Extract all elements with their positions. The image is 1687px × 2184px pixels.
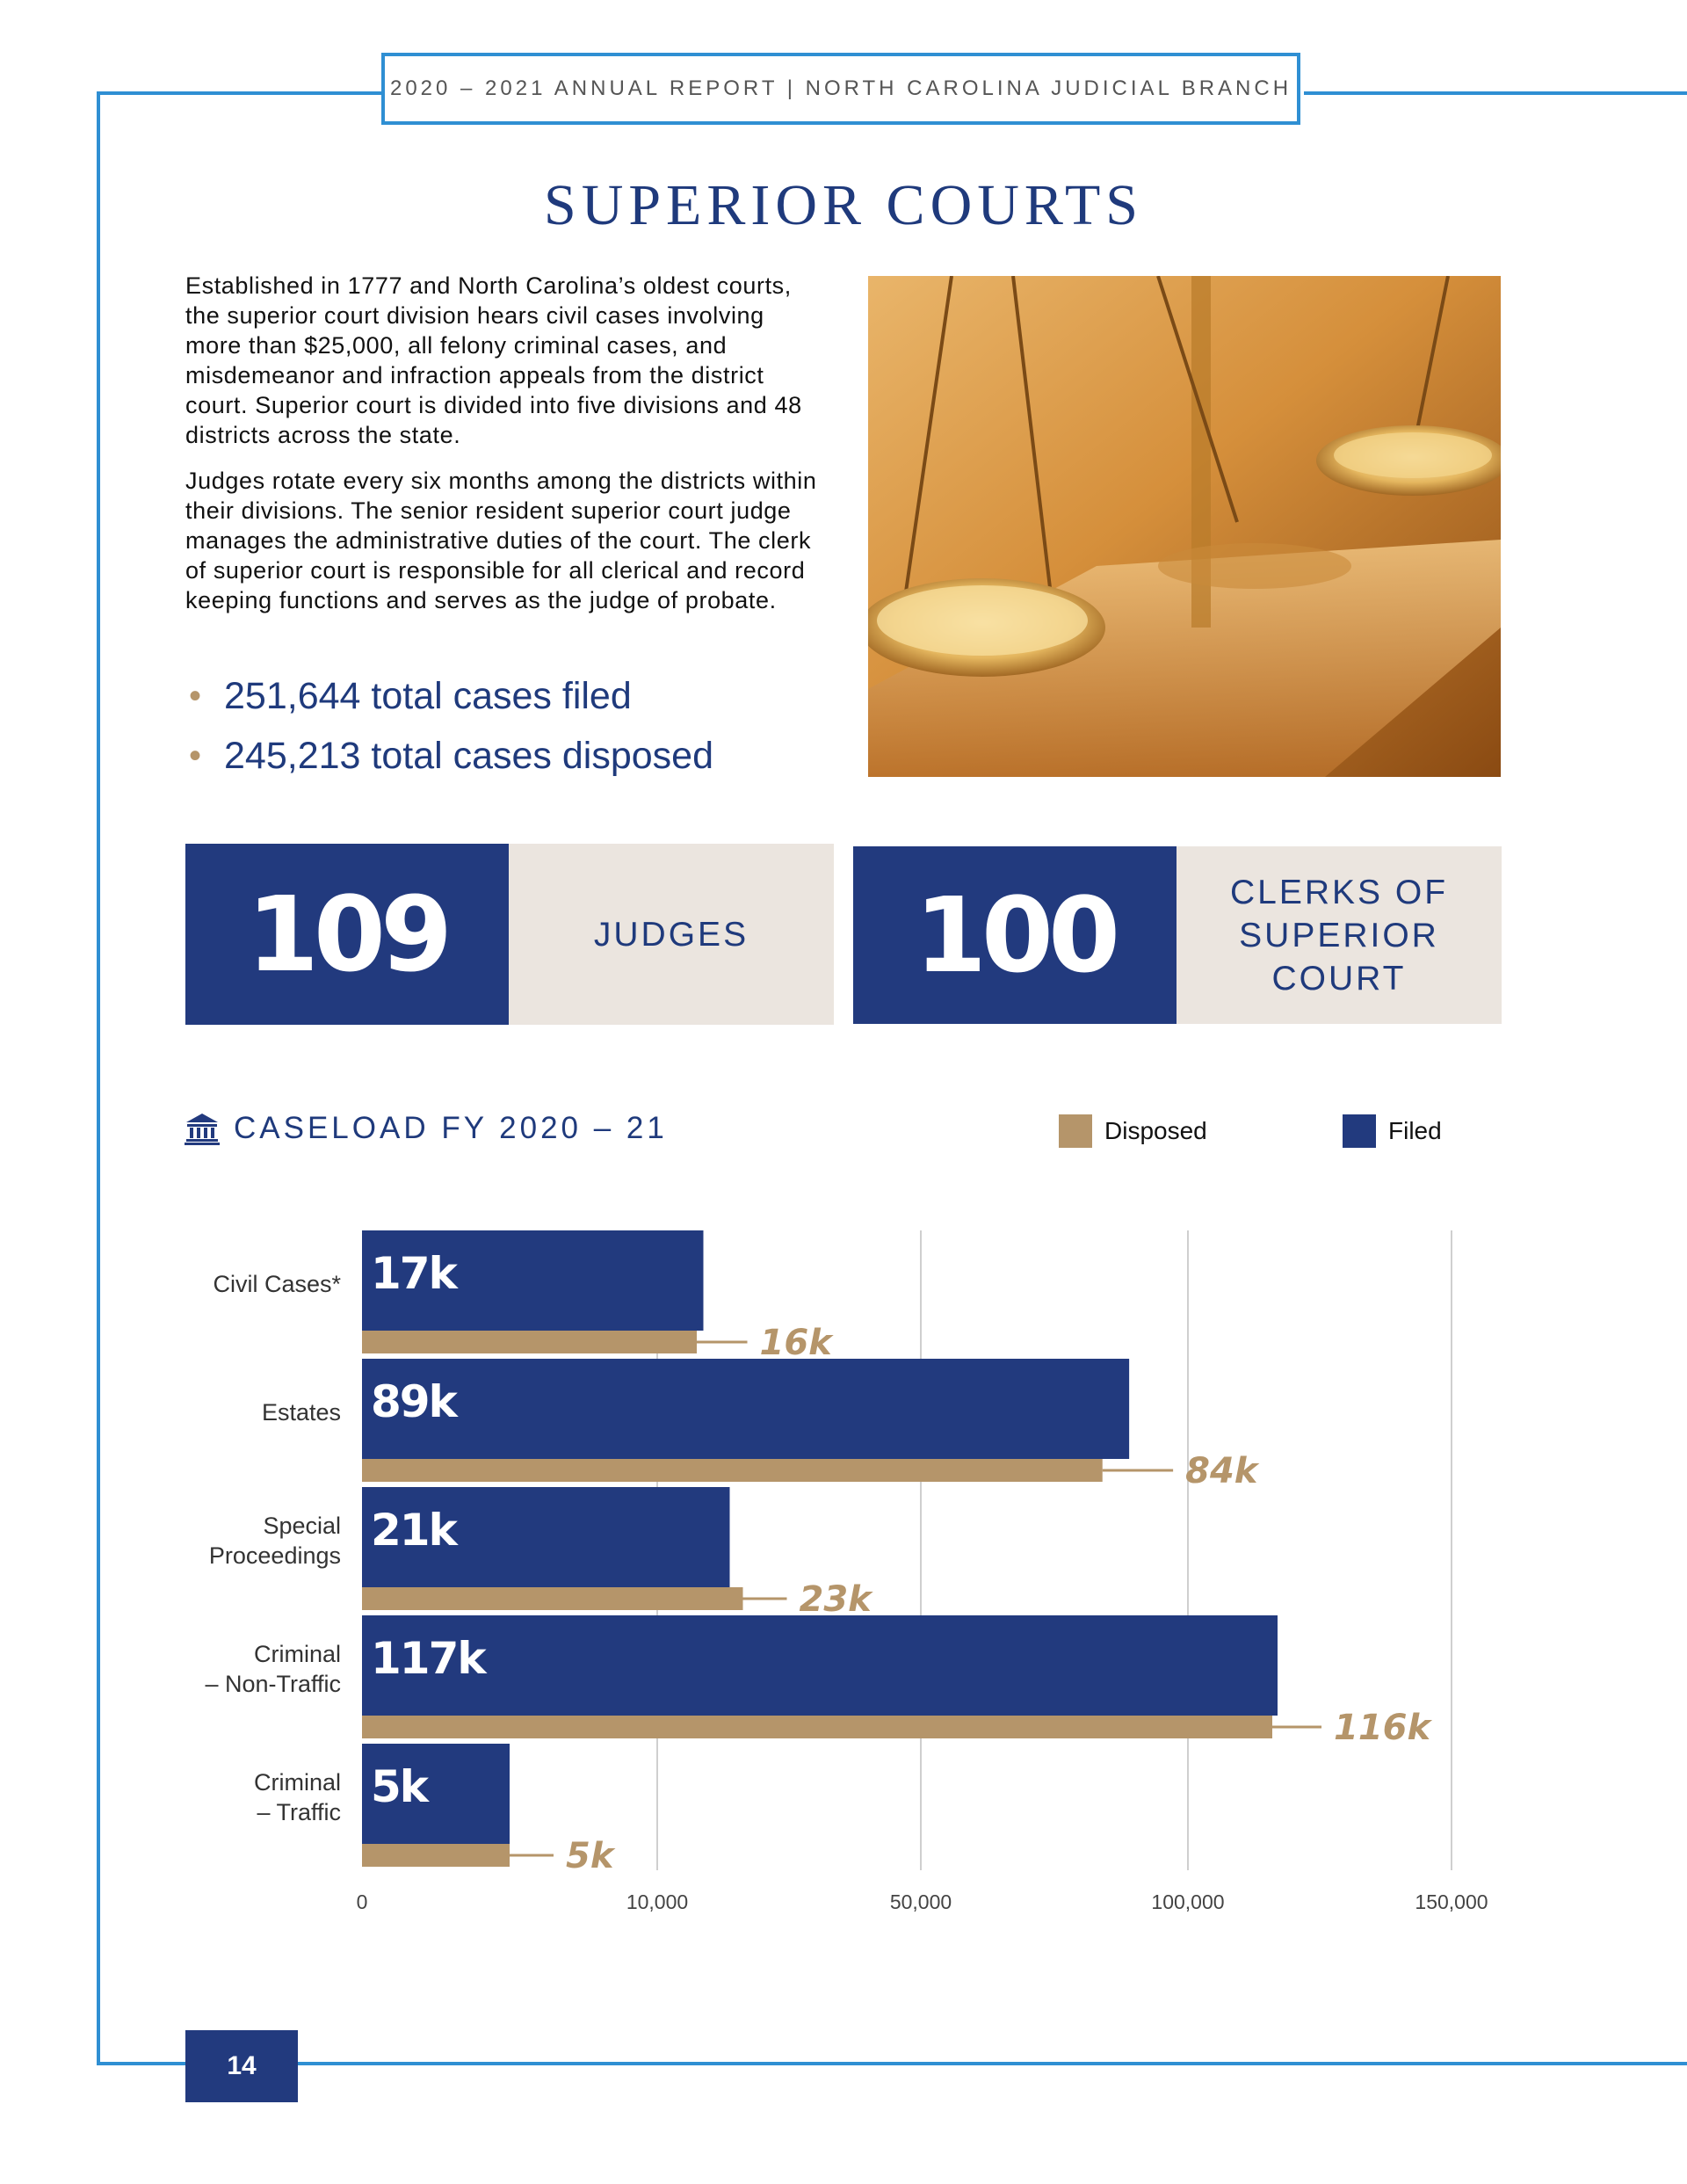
category-label: Criminal [254,1641,341,1667]
bar-disposed [362,1716,1272,1738]
legend-filed: Filed [1343,1114,1442,1148]
bar-disposed [362,1587,743,1610]
judges-stat-box: 109 JUDGES [185,844,834,1025]
page-number: 14 [185,2030,298,2102]
stats-list: 251,644 total cases filed 245,213 total … [185,666,853,786]
stat-cases-filed: 251,644 total cases filed [185,666,853,726]
frame-line-bottom [97,2062,1687,2065]
legend-swatch-disposed [1059,1114,1092,1148]
report-header-text: 2020 – 2021 ANNUAL REPORT | NORTH CAROLI… [389,76,1292,100]
category-label: Estates [262,1399,341,1426]
bar-label-disposed: 84k [1185,1451,1260,1491]
bar-filed [362,1487,730,1587]
category-label: Special [263,1513,341,1539]
scales-of-justice-photo [868,276,1501,777]
x-tick-label: 150,000 [1415,1890,1488,1913]
report-header: 2020 – 2021 ANNUAL REPORT | NORTH CAROLI… [381,53,1300,125]
stat-cases-disposed: 245,213 total cases disposed [185,726,853,786]
bar-disposed [362,1459,1103,1482]
clerks-label: CLERKS OF SUPERIOR COURT [1177,846,1502,1024]
x-tick-label: 100,000 [1151,1890,1224,1913]
frame-line-top-left [97,91,383,95]
bar-label-filed: 21k [371,1505,460,1556]
clerks-stat-box: 100 CLERKS OF SUPERIOR COURT [853,846,1502,1024]
bar-label-disposed: 23k [800,1579,874,1620]
bar-filed [362,1230,704,1331]
legend-disposed: Disposed [1059,1114,1207,1148]
intro-text: Established in 1777 and North Carolina’s… [185,271,818,631]
category-label: – Traffic [257,1799,341,1825]
category-label: – Non-Traffic [205,1671,341,1697]
x-tick-label: 10,000 [626,1890,688,1913]
frame-line-left [97,91,100,2065]
caseload-bar-chart: 0 10,000 50,000 100,000 150,000 17k 16k Civil C… [205,1230,1488,1913]
category-label: Civil Cases* [213,1271,341,1297]
judges-label: JUDGES [509,844,834,1025]
bar-filed [362,1359,1130,1459]
bar-filed [362,1615,1278,1716]
caseload-title: CASELOAD FY 2020 – 21 [234,1111,668,1145]
frame-line-top-right [1304,91,1687,95]
legend-label-filed: Filed [1388,1117,1442,1144]
bar-label-disposed: 5k [566,1836,616,1876]
bar-label-filed: 5k [371,1761,431,1812]
bar-label-filed: 117k [371,1633,488,1684]
bar-label-filed: 17k [371,1248,460,1299]
clerks-count: 100 [853,846,1177,1024]
bar-disposed [362,1844,510,1867]
intro-paragraph-2: Judges rotate every six months among the… [185,468,817,613]
bar-label-disposed: 16k [760,1323,835,1363]
page-title: SUPERIOR COURTS [543,173,1143,237]
x-tick-label: 50,000 [890,1890,952,1913]
intro-paragraph-1: Established in 1777 and North Carolina’s… [185,272,802,448]
caseload-heading: CASELOAD FY 2020 – 21 [185,1111,668,1146]
judges-count: 109 [185,844,509,1025]
courthouse-icon [185,1114,220,1145]
x-tick-label: 0 [357,1890,368,1913]
legend-swatch-filed [1343,1114,1376,1148]
bar-disposed [362,1331,697,1353]
bar-label-filed: 89k [371,1376,460,1427]
category-label: Proceedings [209,1542,341,1569]
category-label: Criminal [254,1769,341,1796]
bar-filed [362,1744,510,1844]
bar-label-disposed: 116k [1334,1708,1432,1748]
legend-label-disposed: Disposed [1104,1117,1207,1144]
